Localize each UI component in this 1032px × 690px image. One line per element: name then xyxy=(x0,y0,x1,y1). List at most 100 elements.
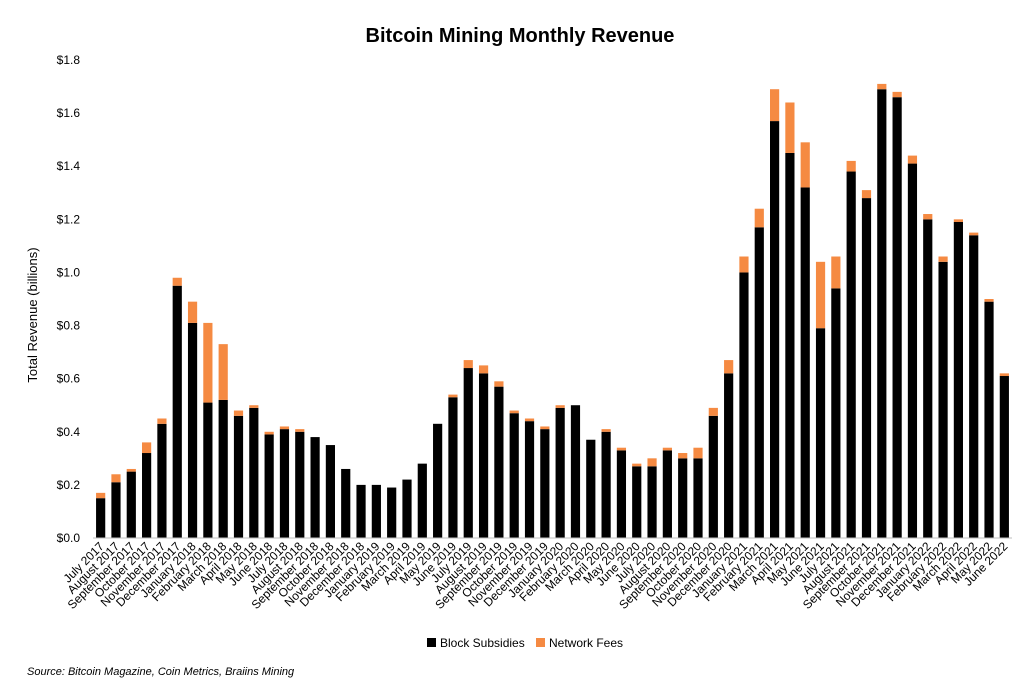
bar-network-fees xyxy=(157,418,167,424)
bar-network-fees xyxy=(494,381,504,387)
bar-block-subsidies xyxy=(647,466,657,538)
bar-block-subsidies xyxy=(187,322,198,538)
y-tick-label: $1.0 xyxy=(57,265,81,279)
bar-network-fees xyxy=(938,256,948,262)
bar-network-fees xyxy=(264,431,274,435)
bar-network-fees xyxy=(953,219,963,222)
bar-block-subsidies xyxy=(616,450,627,538)
bar-network-fees xyxy=(203,322,213,403)
bar-block-subsidies xyxy=(540,429,550,538)
bar-network-fees xyxy=(785,102,795,153)
bar-block-subsidies xyxy=(142,453,152,538)
y-tick-label: $0.2 xyxy=(57,478,81,492)
bar-network-fees xyxy=(678,453,688,459)
bar-network-fees xyxy=(647,458,657,467)
y-tick-label: $0.6 xyxy=(57,372,81,386)
bar-block-subsidies xyxy=(417,463,427,538)
bar-network-fees xyxy=(524,418,535,422)
bar-network-fees xyxy=(632,463,642,467)
bar-block-subsidies xyxy=(601,431,611,538)
bar-block-subsidies xyxy=(754,227,764,539)
bar-network-fees xyxy=(693,447,703,459)
y-tick-label: $0.0 xyxy=(57,531,81,545)
y-tick-label: $0.4 xyxy=(57,425,81,439)
legend-label-block-subsidies: Block Subsidies xyxy=(440,636,525,650)
bar-network-fees xyxy=(815,261,826,329)
bar-block-subsidies xyxy=(371,484,381,538)
bar-network-fees xyxy=(923,214,933,220)
legend: Block Subsidies Network Fees xyxy=(427,636,623,650)
legend-swatch-block-subsidies xyxy=(427,638,436,647)
bar-block-subsidies xyxy=(310,437,320,538)
bar-block-subsidies xyxy=(126,471,136,538)
y-tick-label: $1.2 xyxy=(57,212,81,226)
bar-network-fees xyxy=(463,360,473,369)
bar-block-subsidies xyxy=(203,402,213,538)
bar-network-fees xyxy=(616,447,627,451)
bar-network-fees xyxy=(555,405,565,408)
bar-network-fees xyxy=(218,344,228,400)
bar-network-fees xyxy=(969,232,979,236)
bar-block-subsidies xyxy=(279,429,290,538)
bar-block-subsidies xyxy=(325,445,335,538)
bar-block-subsidies xyxy=(815,328,826,538)
source-note: Source: Bitcoin Magazine, Coin Metrics, … xyxy=(27,666,295,678)
bar-block-subsidies xyxy=(295,431,305,538)
bar-network-fees xyxy=(233,410,244,416)
bar-block-subsidies xyxy=(693,458,703,538)
bar-block-subsidies xyxy=(157,423,167,538)
bar-block-subsidies xyxy=(678,458,688,538)
bar-block-subsidies xyxy=(494,386,504,538)
bar-network-fees xyxy=(999,373,1009,377)
bar-block-subsidies xyxy=(448,397,458,538)
bar-network-fees xyxy=(907,155,918,164)
bar-network-fees xyxy=(126,468,136,472)
bar-block-subsidies xyxy=(524,421,535,538)
bar-block-subsidies xyxy=(708,415,718,538)
bar-network-fees xyxy=(295,429,305,432)
bar-block-subsidies xyxy=(172,285,182,538)
bar-network-fees xyxy=(708,407,718,416)
bar-network-fees xyxy=(249,405,259,408)
bar-network-fees xyxy=(662,447,672,451)
bar-block-subsidies xyxy=(785,152,795,538)
bar-network-fees xyxy=(187,301,198,323)
bar-network-fees xyxy=(984,299,994,302)
legend-label-network-fees: Network Fees xyxy=(549,636,623,650)
bar-network-fees xyxy=(754,208,764,228)
bar-network-fees xyxy=(279,426,290,430)
bar-block-subsidies xyxy=(662,450,672,538)
y-tick-label: $1.6 xyxy=(57,106,81,120)
bar-block-subsidies xyxy=(555,407,565,538)
bar-block-subsidies xyxy=(632,466,642,538)
bar-network-fees xyxy=(739,256,749,273)
legend-swatch-network-fees xyxy=(536,638,545,647)
bar-block-subsidies xyxy=(861,198,872,538)
bar-block-subsidies xyxy=(800,187,810,538)
bar-block-subsidies xyxy=(96,498,106,538)
bar-block-subsidies xyxy=(739,272,749,538)
y-tick-label: $1.4 xyxy=(57,159,81,173)
bar-block-subsidies xyxy=(984,301,994,538)
bar-block-subsidies xyxy=(463,368,473,538)
bar-block-subsidies xyxy=(953,221,963,539)
bar-network-fees xyxy=(509,410,519,414)
bar-network-fees xyxy=(478,365,489,374)
bar-network-fees xyxy=(861,190,872,199)
bar-block-subsidies xyxy=(387,487,397,538)
bar-block-subsidies xyxy=(724,373,734,538)
bar-block-subsidies xyxy=(923,219,933,538)
bar-block-subsidies xyxy=(356,484,366,538)
bar-block-subsidies xyxy=(341,468,351,538)
y-axis-ticks: $0.0 $0.2 $0.4 $0.6 $0.8 $1.0 $1.2 $1.4 $1.6 $1.8 xyxy=(57,53,81,545)
bar-network-fees xyxy=(172,277,182,286)
bar-network-fees xyxy=(846,160,856,172)
bar-block-subsidies xyxy=(999,376,1009,538)
bar-block-subsidies xyxy=(938,261,948,538)
bar-block-subsidies xyxy=(846,171,856,538)
bar-network-fees xyxy=(800,142,810,188)
bar-network-fees xyxy=(770,89,780,122)
y-tick-label: $1.8 xyxy=(57,53,81,67)
y-tick-label: $0.8 xyxy=(57,319,81,333)
